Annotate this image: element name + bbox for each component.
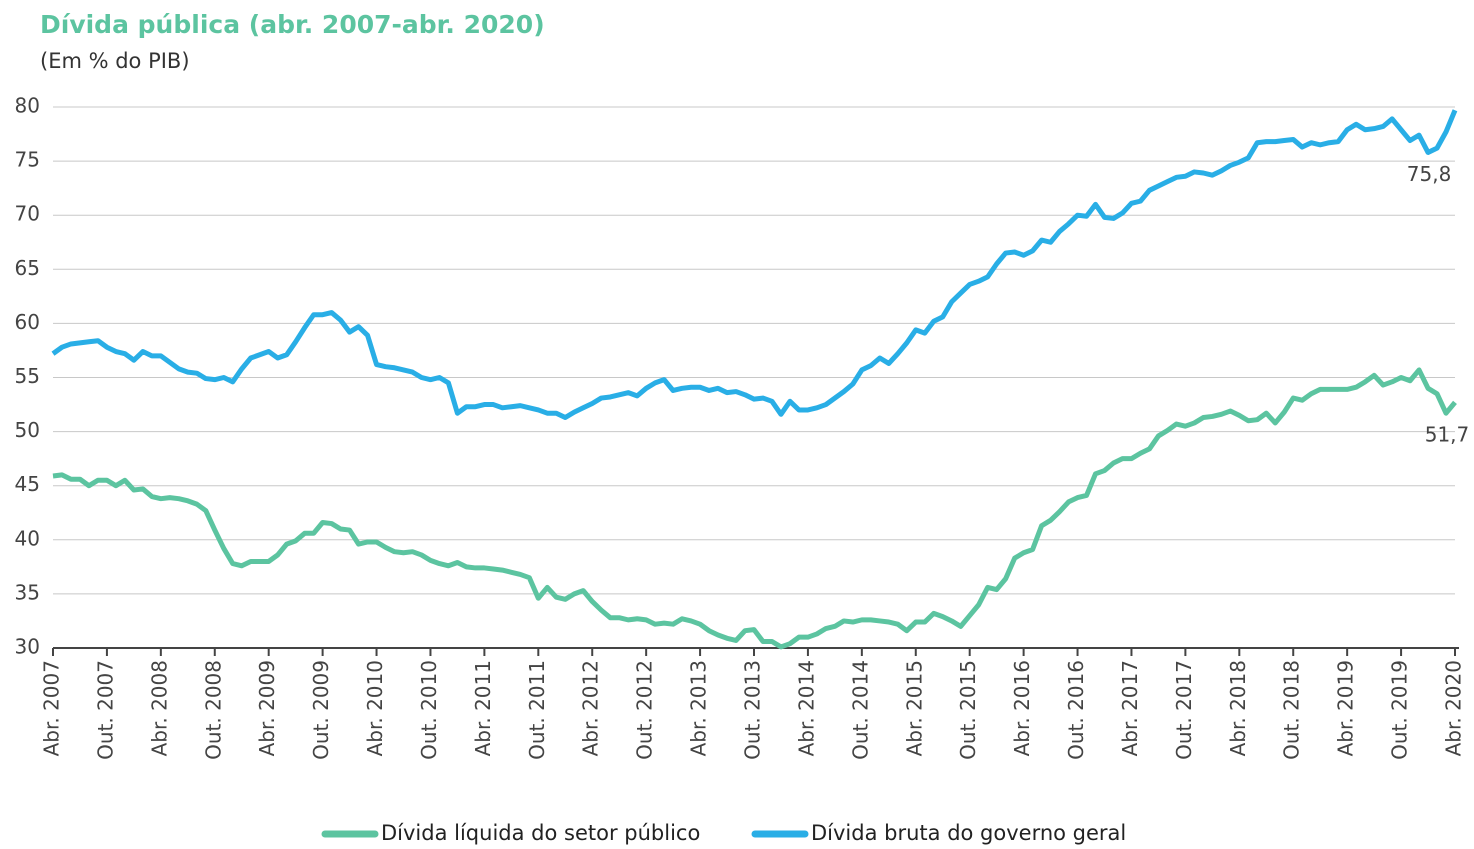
- x-tick-label: Abr. 2017: [1118, 660, 1142, 756]
- y-tick-label: 50: [15, 418, 40, 442]
- x-tick-label: Out. 2018: [1280, 660, 1304, 760]
- x-tick-label: Out. 2015: [956, 660, 980, 760]
- y-tick-label: 70: [15, 202, 40, 226]
- x-tick-label: Out. 2013: [741, 660, 765, 760]
- x-tick-label: Out. 2014: [848, 660, 872, 760]
- x-tick-label: Out. 2012: [633, 660, 657, 760]
- x-tick-label: Abr. 2019: [1334, 660, 1358, 756]
- x-tick-label: Abr. 2014: [794, 660, 818, 756]
- x-tick-label: Out. 2011: [525, 660, 549, 760]
- y-tick-label: 55: [15, 364, 40, 388]
- x-tick-label: Abr. 2011: [471, 660, 495, 756]
- x-tick-label: Abr. 2012: [579, 660, 603, 756]
- x-tick-label: Out. 2019: [1388, 660, 1412, 760]
- y-tick-label: 45: [15, 472, 40, 496]
- chart-title: Dívida pública (abr. 2007-abr. 2020): [40, 10, 545, 39]
- legend-label: Dívida bruta do governo geral: [811, 821, 1126, 845]
- x-tick-label: Abr. 2020: [1442, 660, 1466, 756]
- x-tick-label: Out. 2008: [201, 660, 225, 760]
- x-tick-label: Out. 2017: [1172, 660, 1196, 760]
- legend-label: Dívida líquida do setor público: [381, 821, 700, 845]
- x-tick-label: Abr. 2010: [363, 660, 387, 756]
- x-tick-label: Out. 2009: [309, 660, 333, 760]
- chart-subtitle: (Em % do PIB): [40, 49, 190, 73]
- x-tick-label: Abr. 2016: [1010, 660, 1034, 756]
- y-tick-label: 65: [15, 256, 40, 280]
- x-tick-label: Abr. 2013: [687, 660, 711, 756]
- y-tick-label: 40: [15, 526, 40, 550]
- series-line: [51, 109, 1458, 421]
- x-tick-label: Out. 2016: [1064, 660, 1088, 760]
- value-label: 51,7: [1425, 423, 1470, 447]
- x-tick-label: Abr. 2008: [147, 660, 171, 756]
- y-tick-label: 60: [15, 310, 40, 334]
- x-tick-label: Abr. 2009: [255, 660, 279, 756]
- y-tick-label: 30: [15, 635, 40, 659]
- x-tick-label: Abr. 2007: [40, 660, 64, 756]
- x-tick-label: Abr. 2015: [902, 660, 926, 756]
- x-tick-label: Out. 2007: [93, 660, 117, 760]
- x-tick-label: Abr. 2018: [1226, 660, 1250, 756]
- value-label: 75,8: [1407, 162, 1452, 186]
- y-tick-label: 75: [15, 148, 40, 172]
- y-tick-label: 80: [15, 94, 40, 118]
- series-line: [52, 367, 1457, 650]
- y-tick-label: 35: [15, 580, 40, 604]
- x-tick-label: Out. 2010: [417, 660, 441, 760]
